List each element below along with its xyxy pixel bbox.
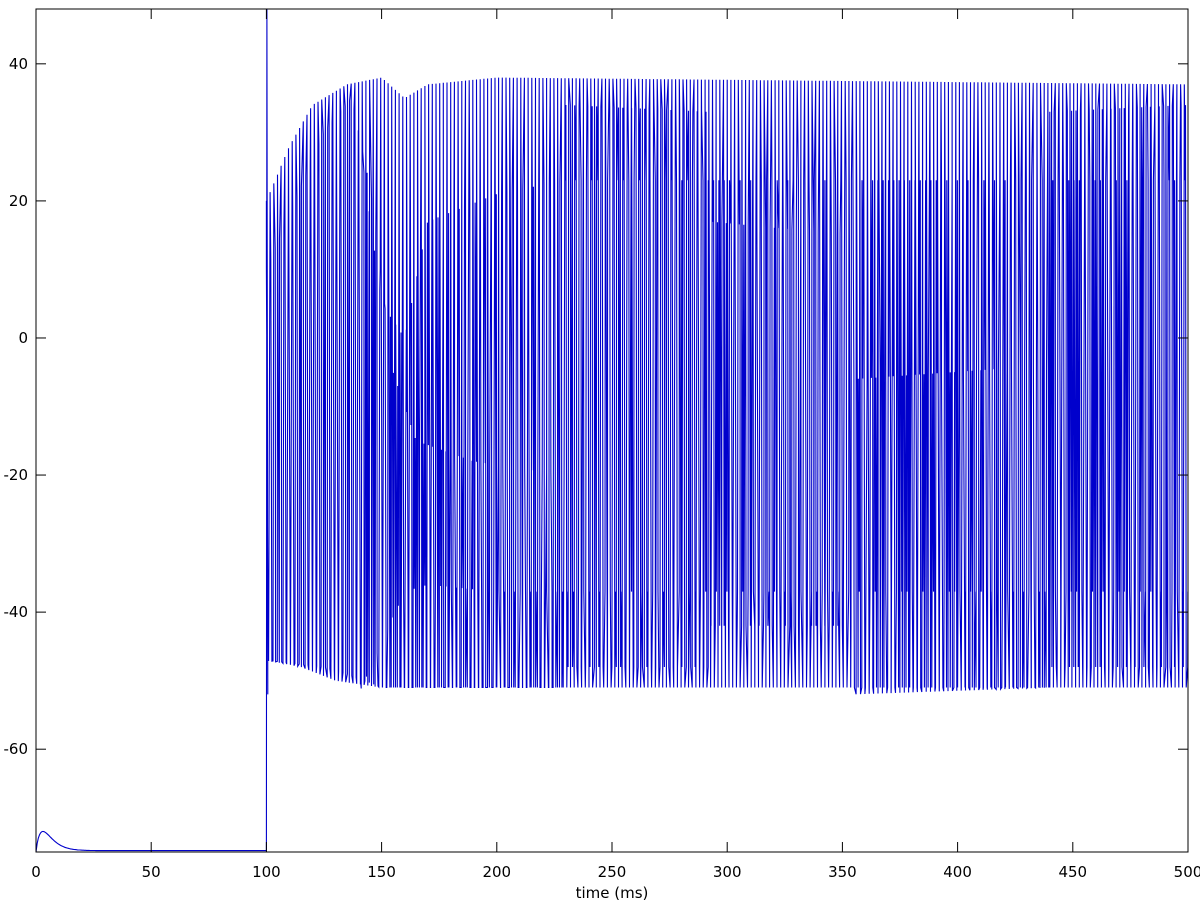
x-tick-label: 350 [828, 863, 857, 881]
y-tick-label: 20 [9, 192, 28, 210]
x-axis: 0 50 100 150 200 250 300 350 400 450 500 [31, 9, 1200, 881]
y-tick-label: -20 [4, 466, 29, 484]
x-tick-label: 150 [367, 863, 396, 881]
x-tick-label: 0 [31, 863, 41, 881]
y-tick-label: 40 [9, 55, 28, 73]
x-tick-label: 50 [142, 863, 161, 881]
y-tick-label: -60 [4, 740, 29, 758]
y-axis: -60 -40 -20 0 20 40 [4, 55, 1188, 758]
y-tick-label: 0 [18, 329, 28, 347]
x-tick-label: 300 [713, 863, 742, 881]
x-tick-label: 250 [598, 863, 627, 881]
x-tick-label: 500 [1174, 863, 1200, 881]
trace-layer [35, 8, 1189, 853]
x-tick-label: 450 [1058, 863, 1087, 881]
x-tick-label: 200 [482, 863, 511, 881]
x-axis-label: time (ms) [576, 884, 649, 900]
y-tick-label: -40 [4, 603, 29, 621]
voltage-trace-line [35, 8, 1189, 853]
x-tick-label: 400 [943, 863, 972, 881]
x-tick-label: 100 [252, 863, 281, 881]
